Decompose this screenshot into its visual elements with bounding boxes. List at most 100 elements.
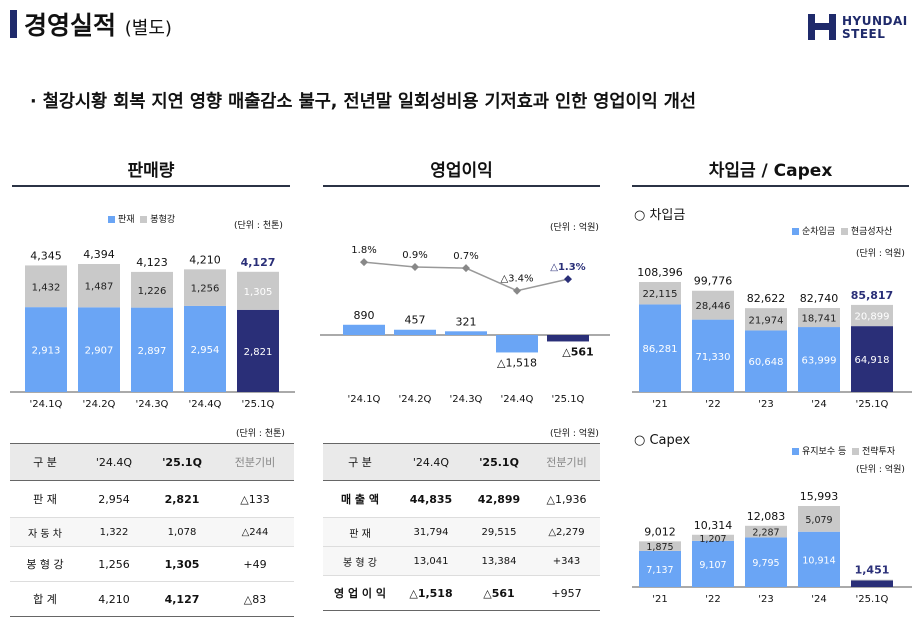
data-label: 5,079 [805, 515, 832, 526]
tick-label: '23 [758, 594, 773, 605]
cell: △1,936 [533, 480, 600, 518]
capex-unit: (단위 : 억원) [856, 465, 905, 475]
margin-label: 1.8% [351, 245, 376, 256]
sales-divider [12, 185, 290, 187]
tick-label: '25.1Q [856, 399, 889, 410]
bar-전략투자 [851, 579, 893, 581]
sales-legend: 판재 봉형강 [108, 212, 175, 225]
margin-point [462, 264, 470, 273]
tick-label: '24.3Q [136, 399, 169, 410]
bar-판재 [237, 309, 279, 392]
margin-point [564, 275, 572, 284]
page-subtitle: (별도) [124, 18, 172, 39]
table-row: 자 동 차 1,322 1,078 △244 [10, 517, 294, 547]
margin-label: 0.7% [453, 251, 478, 262]
col-header: '25.1Q [148, 443, 216, 481]
tick-label: '21 [652, 594, 667, 605]
margin-point [513, 286, 521, 295]
bar [547, 335, 589, 342]
tick-label: '24.2Q [399, 394, 432, 405]
tick-label: '24.1Q [348, 394, 381, 405]
cell: 4,127 [148, 581, 216, 617]
data-label: 890 [354, 309, 375, 322]
page-title: 경영실적 (별도) [24, 11, 172, 40]
tick-label: '24 [811, 594, 826, 605]
bar-전략투자 [745, 525, 787, 538]
bar-순차입금 [692, 319, 734, 392]
op-section-title: 영업이익 [430, 161, 493, 181]
debt-legend: 순차입금 현금성자산 [792, 224, 892, 237]
margin-point [411, 263, 419, 272]
data-label: 457 [405, 314, 426, 327]
col-header: 구 분 [323, 443, 397, 481]
bar-현금성자산 [639, 282, 681, 305]
data-label: 1,207 [699, 534, 726, 545]
table-header-row: 구 분 '24.4Q '25.1Q 전분기비 [10, 443, 294, 481]
data-label: △1,518 [497, 356, 537, 369]
headline: · 철강시황 회복 지연 영향 매출감소 불구, 전년말 일회성비용 기저효과 … [30, 92, 697, 112]
data-label: 7,137 [646, 565, 673, 576]
bar [394, 329, 436, 335]
bar [445, 331, 487, 335]
row-label: 매 출 액 [323, 480, 397, 518]
bar-유지보수 등 [639, 550, 681, 587]
col-header: '24.4Q [397, 443, 465, 481]
table-row: 봉 형 강 1,256 1,305 +49 [10, 546, 294, 582]
data-label: 21,974 [749, 315, 784, 326]
bar-봉형강 [237, 271, 279, 310]
total-label: 108,396 [637, 266, 683, 279]
row-label: 자 동 차 [10, 517, 80, 547]
total-label: 4,345 [30, 249, 62, 262]
data-label: 86,281 [643, 344, 678, 355]
capex-subtitle: ○ Capex [634, 433, 691, 448]
cell: △1,518 [397, 575, 465, 611]
col-header: '24.4Q [80, 443, 148, 481]
bar-판재 [184, 305, 226, 392]
table-row: 봉 형 강 13,041 13,384 +343 [323, 546, 600, 576]
cell: 31,794 [397, 517, 465, 547]
data-label: 9,107 [699, 560, 726, 571]
total-label: 9,012 [644, 525, 676, 538]
data-label: 22,115 [643, 289, 678, 300]
cell: △83 [216, 581, 294, 617]
bar-판재 [131, 307, 173, 392]
total-label: 85,817 [851, 289, 893, 302]
data-label: 2,821 [244, 347, 273, 358]
cell: △244 [216, 517, 294, 547]
tick-label: '24.4Q [189, 399, 222, 410]
margin-point [360, 258, 368, 267]
bar-순차입금 [745, 330, 787, 392]
op-table: 구 분 '24.4Q '25.1Q 전분기비 매 출 액 44,835 42,8… [323, 443, 600, 611]
cell: 4,210 [80, 581, 148, 617]
legend-swatch-1 [792, 448, 799, 455]
sales-section-title: 판매량 [127, 161, 175, 181]
title-accent-bar [10, 10, 17, 38]
data-label: 1,875 [646, 542, 673, 553]
bar-봉형강 [131, 271, 173, 308]
table-row: 판 재 31,794 29,515 △2,279 [323, 517, 600, 547]
data-label: 1,256 [191, 284, 220, 295]
total-label: 10,314 [694, 519, 733, 532]
data-label: 1,226 [138, 286, 167, 297]
data-label: 71,330 [696, 352, 731, 363]
data-label: 1,487 [85, 282, 114, 293]
tick-label: '22 [705, 399, 720, 410]
bar-판재 [78, 307, 120, 392]
cell: 42,899 [465, 480, 533, 518]
bar-현금성자산 [851, 304, 893, 327]
row-label: 판 재 [323, 517, 397, 547]
data-label: 2,907 [85, 346, 114, 357]
cell: 13,384 [465, 546, 533, 576]
data-label: 10,914 [802, 555, 835, 566]
data-label: 1,305 [244, 287, 273, 298]
tick-label: '24.3Q [450, 394, 483, 405]
legend-swatch-2 [140, 216, 148, 223]
logo-line1: HYUNDAI [842, 14, 908, 28]
legend-swatch-2 [840, 228, 848, 235]
tick-label: '24.2Q [83, 399, 116, 410]
cell: 2,821 [148, 480, 216, 518]
col-header: 전분기비 [533, 443, 600, 481]
margin-label: 0.9% [402, 250, 427, 261]
op-table-unit: (단위 : 억원) [550, 429, 599, 439]
cell: 2,954 [80, 480, 148, 518]
